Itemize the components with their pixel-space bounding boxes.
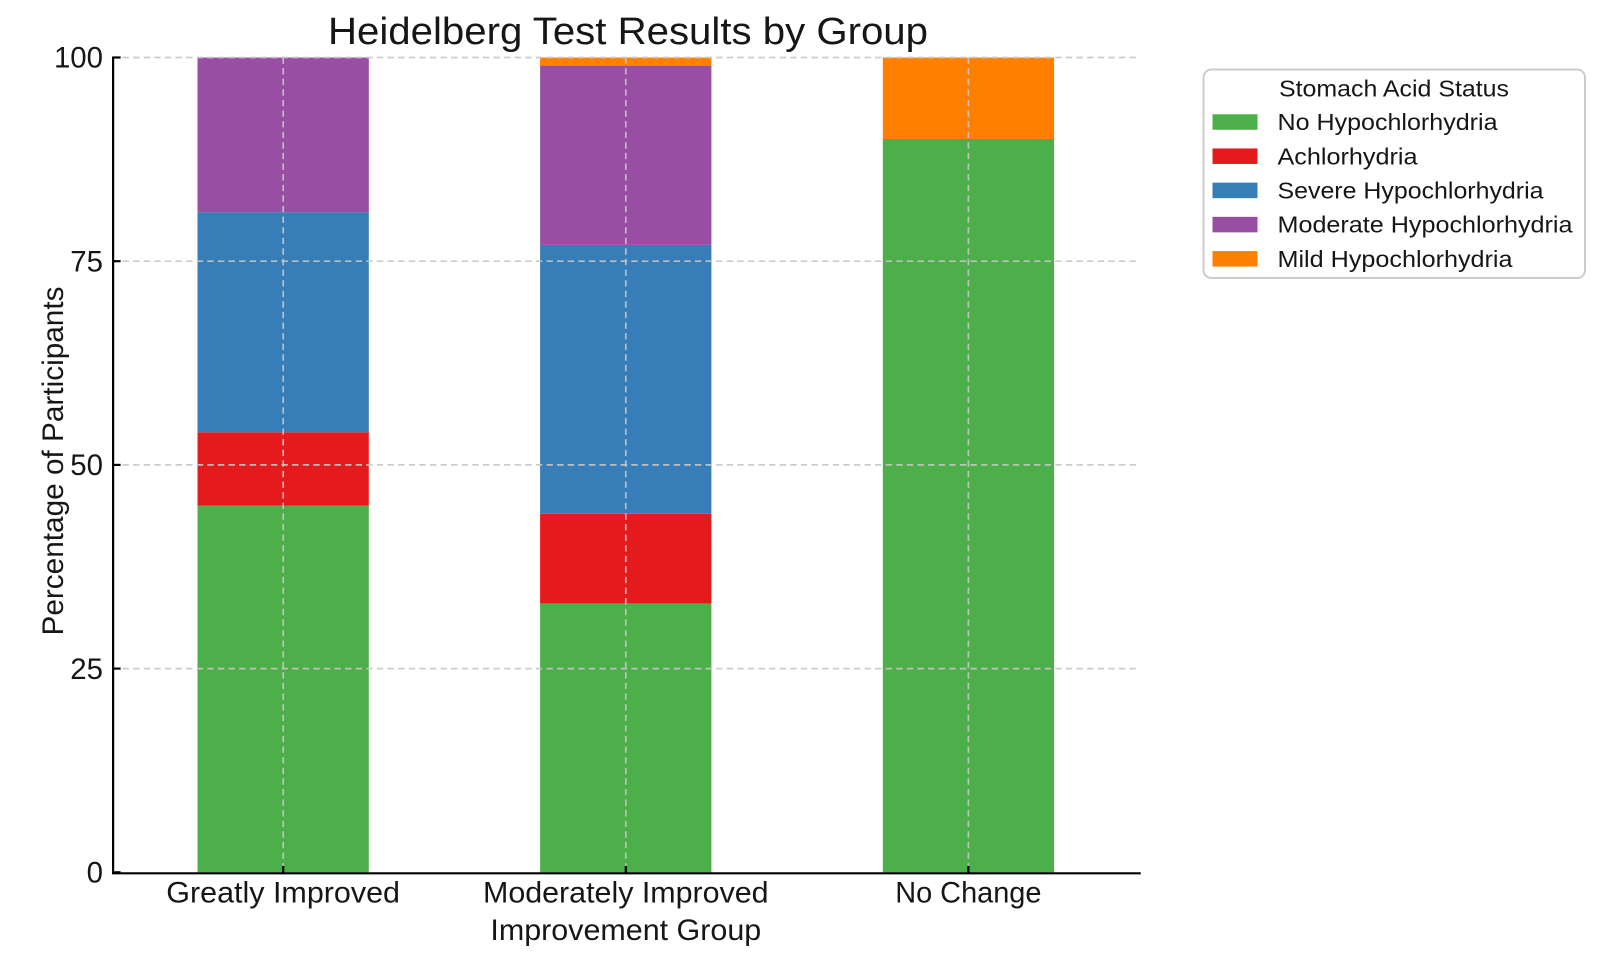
- svg-text:Moderate Hypochlorhydria: Moderate Hypochlorhydria: [1278, 212, 1574, 238]
- svg-text:Moderately Improved: Moderately Improved: [483, 876, 769, 909]
- svg-text:100: 100: [54, 42, 103, 75]
- svg-text:Percentage of Participants: Percentage of Participants: [37, 287, 70, 636]
- svg-text:No Hypochlorhydria: No Hypochlorhydria: [1278, 109, 1499, 135]
- svg-text:Mild Hypochlorhydria: Mild Hypochlorhydria: [1278, 246, 1514, 272]
- svg-text:Stomach Acid Status: Stomach Acid Status: [1279, 76, 1509, 102]
- svg-text:25: 25: [70, 653, 103, 686]
- svg-text:Improvement Group: Improvement Group: [490, 914, 761, 947]
- svg-text:50: 50: [70, 449, 103, 482]
- svg-text:0: 0: [87, 857, 103, 890]
- svg-text:Achlorhydria: Achlorhydria: [1278, 143, 1419, 169]
- svg-text:75: 75: [70, 245, 103, 278]
- svg-text:Severe Hypochlorhydria: Severe Hypochlorhydria: [1278, 178, 1545, 204]
- svg-text:No Change: No Change: [895, 876, 1041, 909]
- svg-text:Greatly Improved: Greatly Improved: [166, 876, 400, 909]
- svg-text:Heidelberg Test Results by Gro: Heidelberg Test Results by Group: [328, 10, 928, 53]
